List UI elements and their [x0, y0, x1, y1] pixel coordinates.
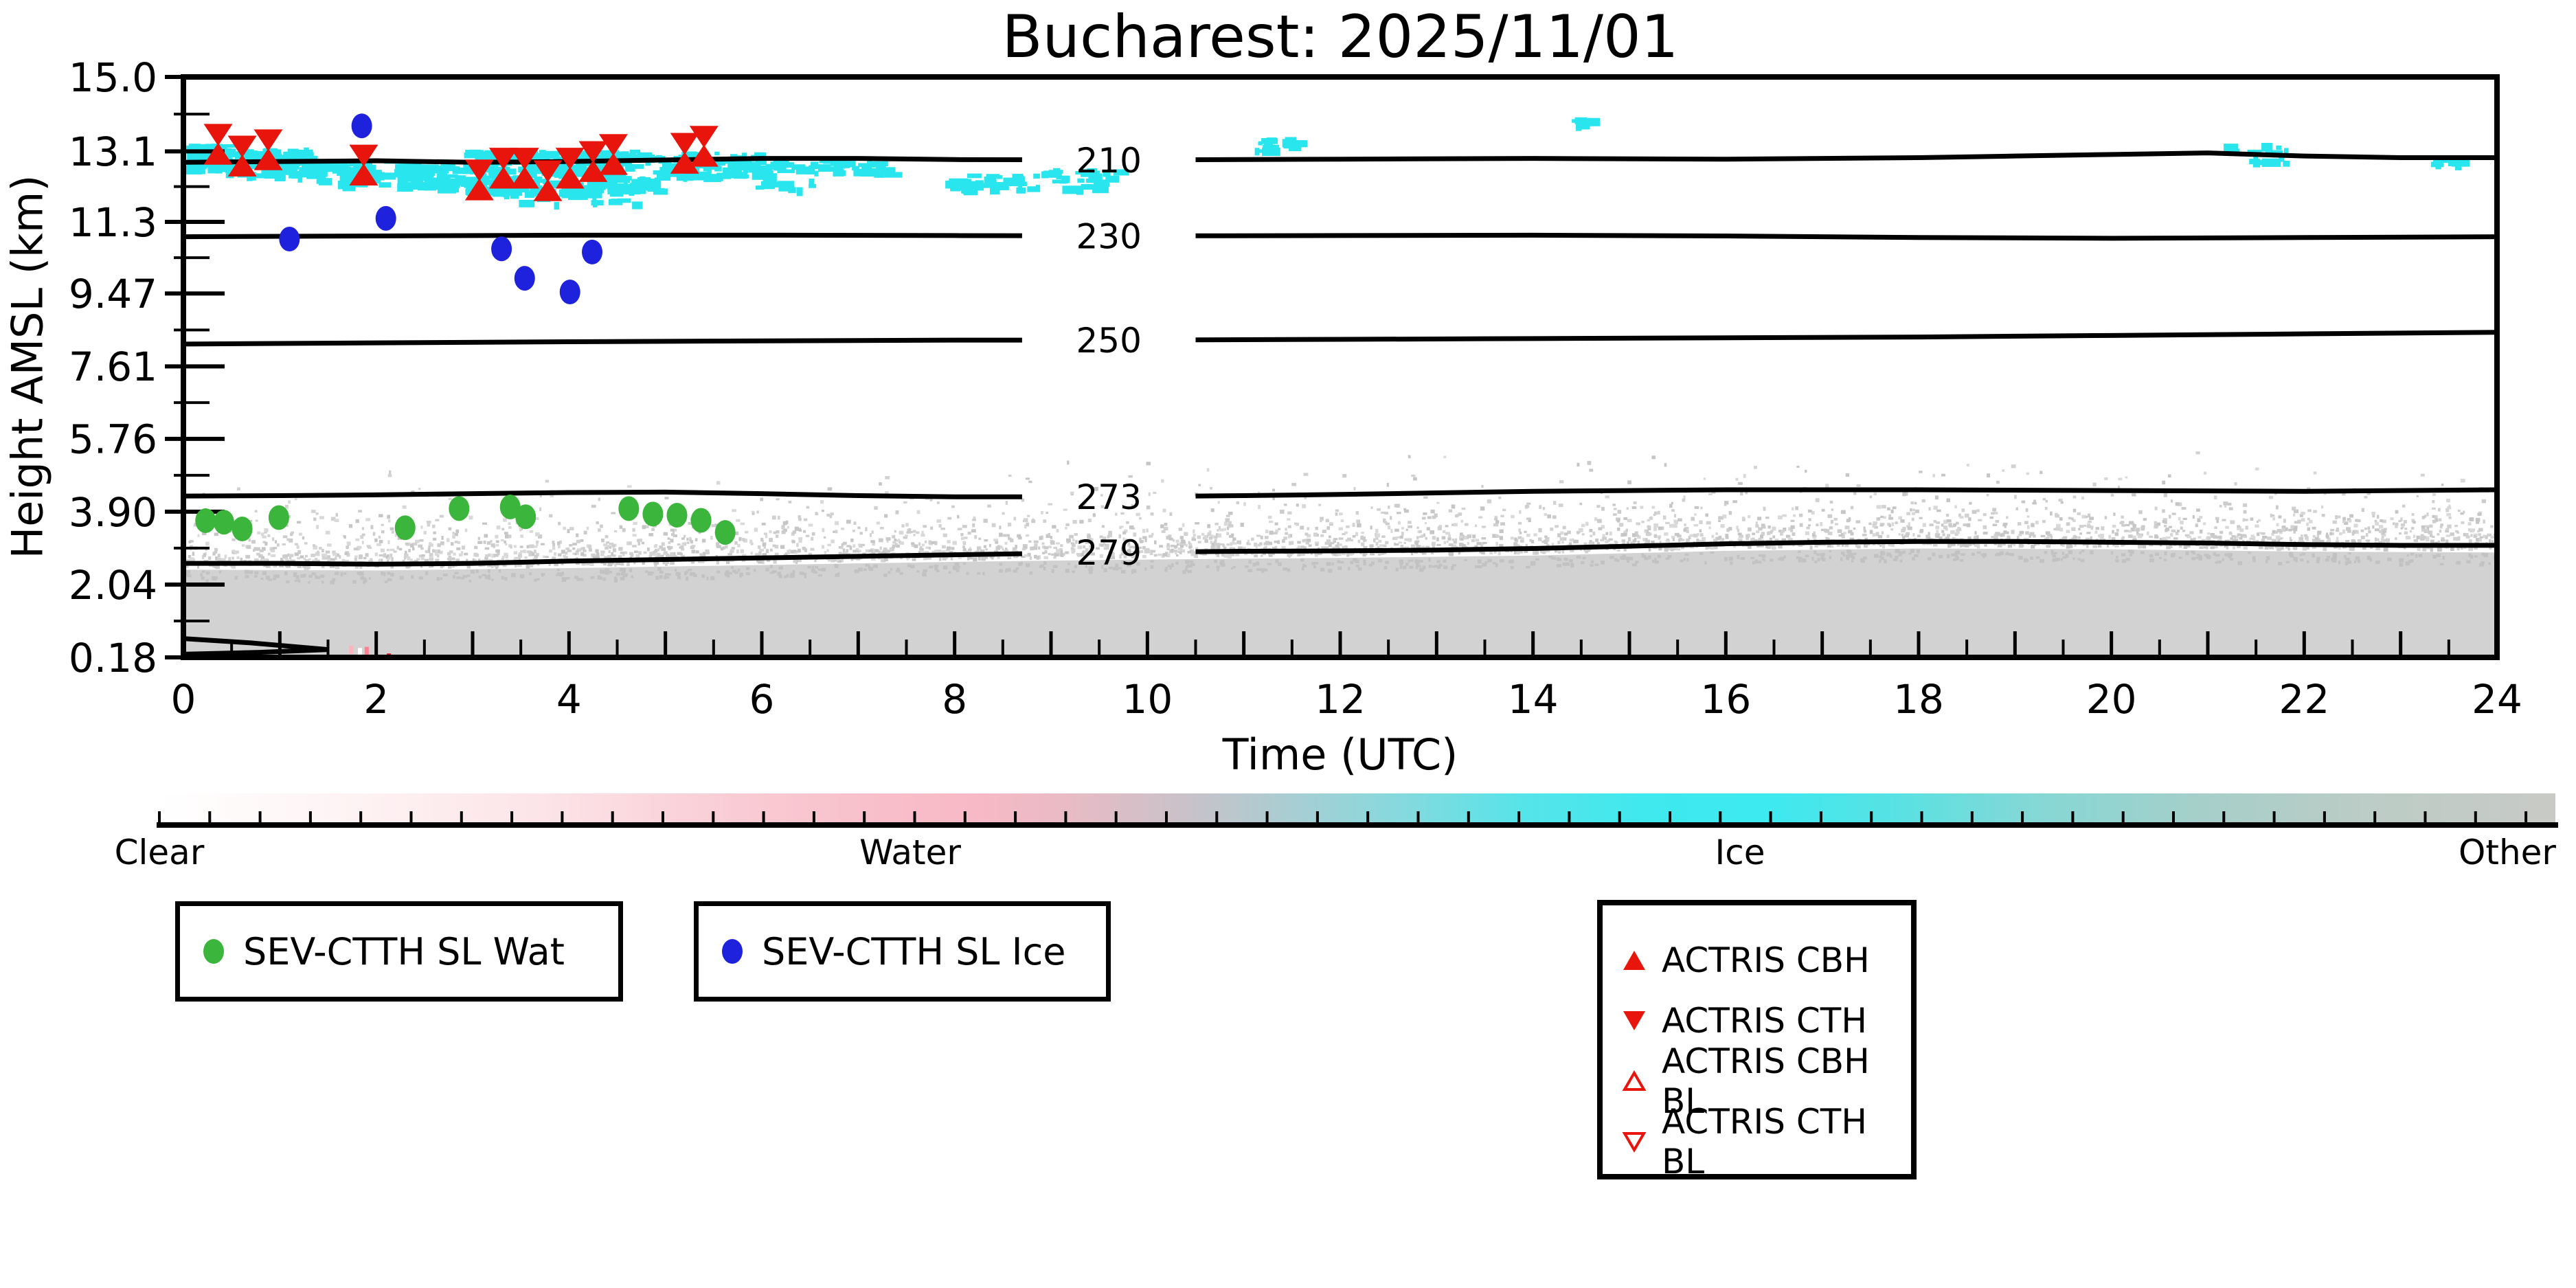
y-tick-label: 0.18: [69, 635, 157, 681]
surface-contours: [183, 636, 328, 657]
series-sev-ctth-sl-ice: [279, 113, 603, 305]
y-tick-label: 7.61: [69, 343, 157, 390]
contour-label-273: 273: [1076, 477, 1141, 517]
x-tick-label: 10: [1122, 676, 1173, 723]
x-tick-label: 6: [749, 676, 775, 723]
y-tick-label: 2.04: [69, 562, 157, 609]
x-tick-label: 2: [363, 676, 389, 723]
y-axis-label: Height AMSL (km): [2, 174, 53, 559]
axis-tick-labels: 0 2 4 6 8 10 12 14 16 18 20 22 2415.013.111.39.477.6…: [69, 54, 2522, 723]
legend-box-sev-ctth-wat: SEV-CTTH SL Wat: [175, 901, 623, 1002]
x-tick-label: 24: [2472, 676, 2522, 723]
x-tick-label: 22: [2279, 676, 2329, 723]
actris-row-cth-bl: ACTRIS CTH BL: [1622, 1102, 1911, 1182]
isotherm-labels: 210 230 250 273 279: [1076, 141, 1141, 573]
x-tick-label: 18: [1893, 676, 1944, 723]
x-tick-label: 8: [942, 676, 967, 723]
series-sev-ctth-sl-wat: [195, 495, 736, 545]
x-tick-label: 0: [171, 676, 196, 723]
triangle-up-filled-icon: [1623, 951, 1645, 970]
triangle-up-open-icon: [1622, 1070, 1647, 1091]
x-tick-label: 4: [556, 676, 582, 723]
actris-label-cbh-bl: ACTRIS CBH BL: [1662, 1041, 1870, 1121]
colorbar: [157, 793, 2558, 828]
actris-row-cth: ACTRIS CTH: [1622, 991, 1911, 1051]
y-tick-label: 3.90: [69, 489, 157, 536]
x-tick-label: 20: [2086, 676, 2137, 723]
series-actris-cth: [203, 124, 719, 183]
actris-label-cth-bl: ACTRIS CTH BL: [1662, 1102, 1867, 1182]
colorbar-label-other: Other: [2459, 833, 2556, 872]
colorbar-gradient: [159, 793, 2555, 824]
x-tick-label: 12: [1315, 676, 1366, 723]
contour-label-210: 210: [1076, 141, 1141, 181]
contour-label-250: 250: [1076, 321, 1141, 361]
ice-dot-icon: [722, 939, 743, 964]
contour-label-279: 279: [1076, 533, 1141, 573]
isotherm-lines: [183, 150, 2497, 567]
triangle-down-filled-icon: [1623, 1011, 1645, 1030]
x-axis-label: Time (UTC): [1222, 730, 1458, 780]
gray-band: [183, 548, 2497, 657]
actris-label-cth: ACTRIS CTH: [1662, 1001, 1867, 1041]
colorbar-label-clear: Clear: [114, 833, 205, 872]
chart-title: Bucharest: 2025/11/01: [1002, 3, 1679, 71]
actris-row-cbh: ACTRIS CBH: [1622, 930, 1911, 991]
actris-label-cbh: ACTRIS CBH: [1662, 940, 1870, 980]
legend-label-ice: SEV-CTTH SL Ice: [762, 929, 1066, 973]
axis-ticks: [165, 75, 2499, 659]
legend-label-wat: SEV-CTTH SL Wat: [243, 929, 565, 973]
legend-box-sev-ctth-ice: SEV-CTTH SL Ice: [694, 901, 1111, 1002]
x-tick-label: 14: [1508, 676, 1559, 723]
y-tick-label: 9.47: [69, 271, 157, 317]
legend-box-actris: ACTRIS CBH ACTRIS CTH ACTRIS CBH BL ACTR…: [1597, 900, 1917, 1182]
contour-label-230: 230: [1076, 216, 1141, 256]
water-dot-icon: [203, 939, 224, 964]
actris-row-cbh-bl: ACTRIS CBH BL: [1622, 1041, 1911, 1121]
y-tick-label: 15.0: [69, 54, 157, 101]
colorbar-label-ice: Ice: [1715, 833, 1765, 872]
y-tick-label: 5.76: [69, 416, 157, 463]
triangle-down-open-icon: [1622, 1132, 1647, 1153]
colorbar-label-water: Water: [859, 833, 961, 872]
y-tick-label: 11.3: [69, 199, 157, 246]
y-tick-label: 13.1: [69, 128, 157, 175]
x-tick-label: 16: [1700, 676, 1751, 723]
series-actris-cbh: [203, 142, 719, 201]
